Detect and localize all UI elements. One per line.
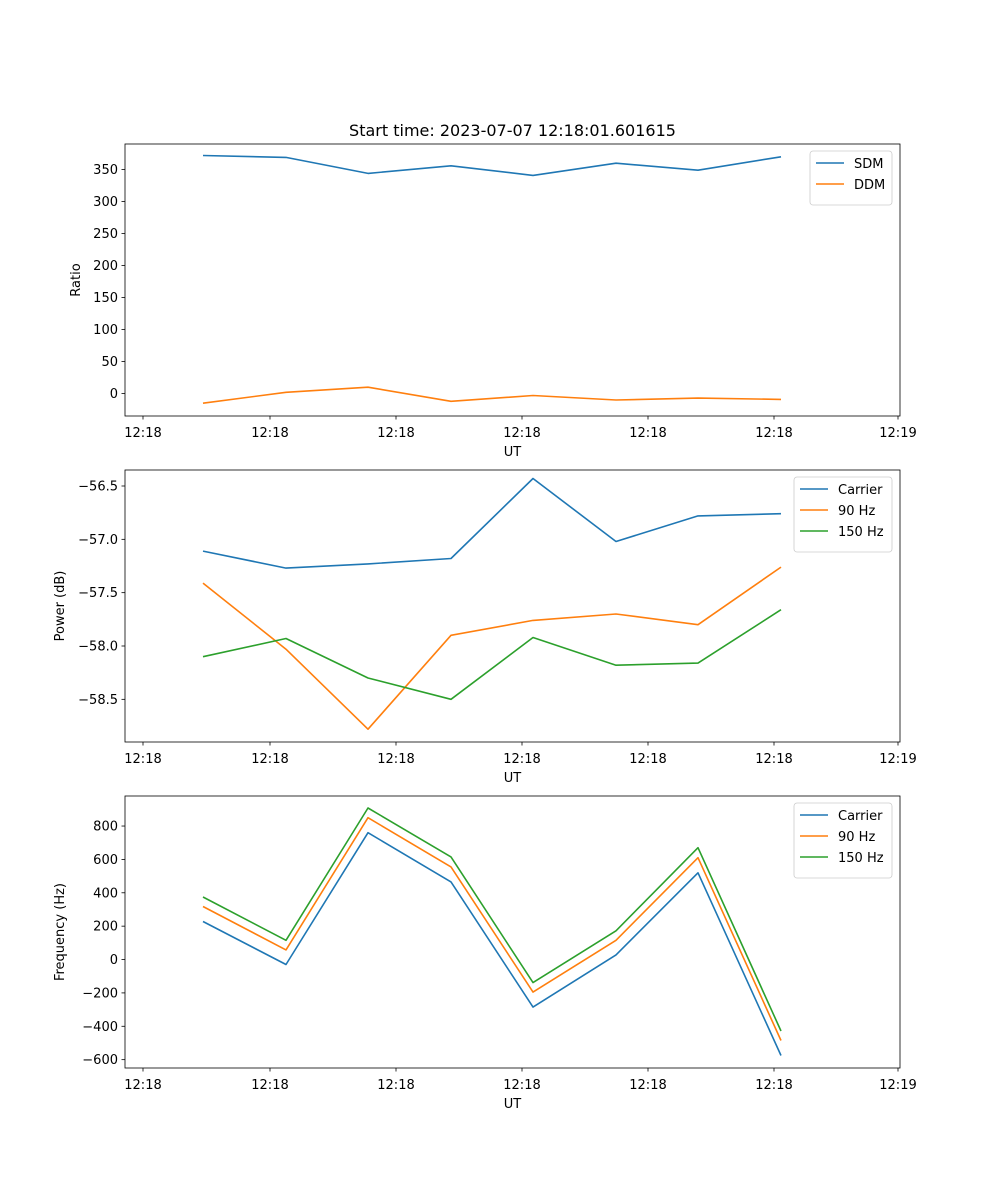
x-tick-label: 12:18 [629,752,666,767]
y-axis-label: Frequency (Hz) [53,883,68,981]
x-tick-label: 12:18 [755,1078,792,1093]
y-tick-label: −57.0 [78,533,118,548]
x-tick-label: 12:19 [879,1078,916,1093]
x-tick-label: 12:18 [755,426,792,441]
series-line-sdm [202,154,782,177]
x-tick-label: 12:18 [377,1078,414,1093]
legend-label: 150 Hz [838,851,884,866]
series-line-90-hz [202,816,782,1041]
y-tick-label: −200 [82,986,118,1001]
subplot-3: −600 −400 −200 0 200 400 600 800 12:18 12:18 12:18… [53,795,917,1112]
legend-box [793,802,893,879]
plots-container: 0 50 100 150 200 250 300 350 12:18 12:18 12:18 12:1… [53,143,917,1112]
legend-label: 90 Hz [838,504,875,519]
x-tick-label: 12:18 [377,752,414,767]
legend: SDM DDM [809,150,893,206]
legend-box [793,476,893,553]
x-tick-label: 12:18 [503,752,540,767]
x-tick-label: 12:18 [503,1078,540,1093]
y-tick-label: 400 [93,886,118,901]
y-tick-label: 800 [93,820,118,835]
y-tick-label: −600 [82,1053,118,1068]
y-tick-label: 200 [93,920,118,935]
axes-frame [124,469,901,743]
y-tick-label: 200 [93,259,118,274]
legend-label: DDM [854,178,885,193]
series-line-90-hz [202,566,782,731]
legend-label: SDM [854,157,883,172]
y-tick-label: −400 [82,1020,118,1035]
y-tick-label: 150 [93,291,118,306]
y-tick-label: 0 [110,387,118,402]
figure-title: Start time: 2023-07-07 12:18:01.601615 [349,121,676,140]
y-tick-label: −56.5 [78,480,118,495]
x-tick-label: 12:18 [124,1078,161,1093]
x-axis-label: UT [504,771,522,786]
x-tick-label: 12:19 [879,426,916,441]
y-tick-label: 350 [93,163,118,178]
x-tick-label: 12:18 [755,752,792,767]
x-tick-label: 12:18 [629,426,666,441]
axes-frame [124,143,901,417]
subplot-2: −58.5 −58.0 −57.5 −57.0 −56.5 12:18 12:18 12:18… [53,469,917,786]
axes-frame [124,795,901,1069]
y-tick-label: 300 [93,195,118,210]
subplot-1: 0 50 100 150 200 250 300 350 12:18 12:18 12:18 12:1… [69,143,917,460]
y-tick-label: −57.5 [78,586,118,601]
x-tick-label: 12:18 [251,426,288,441]
legend-label: Carrier [838,809,883,824]
x-tick-label: 12:18 [251,1078,288,1093]
series-line-carrier [202,831,782,1056]
series-line-ddm [202,386,782,404]
legend: Carrier 90 Hz 150 Hz [793,476,893,553]
x-tick-label: 12:18 [629,1078,666,1093]
legend: Carrier 90 Hz 150 Hz [793,802,893,879]
y-tick-label: −58.0 [78,640,118,655]
x-tick-label: 12:18 [251,752,288,767]
y-tick-label: 50 [101,355,118,370]
y-tick-label: 0 [110,953,118,968]
y-axis-label: Ratio [69,263,84,296]
legend-label: 150 Hz [838,525,884,540]
x-tick-label: 12:19 [879,752,916,767]
series-line-150-hz [202,807,782,1032]
legend-box [809,150,893,206]
series-line-150-hz [202,609,782,701]
x-tick-label: 12:18 [124,752,161,767]
x-tick-label: 12:18 [124,426,161,441]
legend-label: 90 Hz [838,830,875,845]
y-tick-label: 100 [93,323,118,338]
y-axis-label: Power (dB) [53,571,68,642]
y-tick-label: −58.5 [78,693,118,708]
x-tick-label: 12:18 [377,426,414,441]
x-tick-label: 12:18 [503,426,540,441]
series-line-carrier [202,477,782,569]
y-tick-label: 600 [93,853,118,868]
y-tick-label: 250 [93,227,118,242]
legend-label: Carrier [838,483,883,498]
x-axis-label: UT [504,445,522,460]
x-axis-label: UT [504,1097,522,1112]
